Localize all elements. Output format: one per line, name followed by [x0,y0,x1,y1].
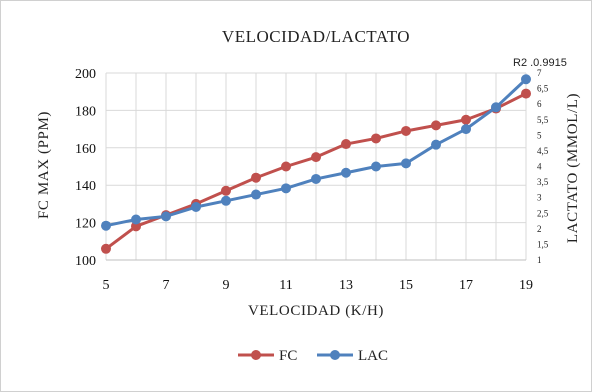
data-point-lac [521,74,531,85]
x-axis-ticks: 5 7 9 11 13 15 17 19 [103,278,534,293]
data-point-fc [251,172,261,183]
right-tick-label: 4,5 [537,146,549,156]
data-point-fc [221,185,231,196]
data-point-lac [101,220,111,231]
data-point-fc [281,161,291,172]
x-tick-label: 7 [163,278,170,293]
data-point-lac [401,158,411,169]
legend-lac-label: LAC [358,348,388,364]
right-tick-label: 7 [537,68,542,78]
right-tick-label: 6 [537,99,542,109]
right-tick-label: 3 [537,193,542,203]
left-tick-label: 160 [75,142,96,157]
series-fc [101,88,531,254]
data-point-lac [491,102,501,113]
right-tick-label: 1,5 [537,239,549,249]
data-point-fc [461,114,471,125]
data-point-fc [521,88,531,99]
legend-fc-marker [251,350,261,360]
legend-item-fc: FC [238,348,297,364]
right-tick-label: 5 [537,130,542,140]
data-point-fc [431,120,441,131]
r2-annotation: R2 .0.9915 [513,57,567,69]
data-point-lac [371,161,381,172]
right-axis-title: LACTATO (MMOL/L) [565,93,581,243]
left-axis-title: FC MAX (PPM) [36,111,52,219]
x-tick-label: 13 [339,278,353,293]
right-tick-label: 2,5 [537,208,549,218]
left-tick-label: 180 [75,104,96,119]
data-point-lac [131,214,141,225]
x-tick-label: 9 [223,278,230,293]
data-point-lac [461,124,471,135]
x-tick-label: 15 [399,278,413,293]
right-tick-label: 4 [537,162,542,172]
data-point-fc [131,221,141,232]
left-tick-label: 140 [75,179,96,194]
data-point-fc [101,243,111,254]
data-point-fc [311,152,321,163]
data-point-lac [341,167,351,178]
x-axis-title: VELOCIDAD (K/H) [248,303,384,319]
right-axis-ticks: 1 1,5 2 2,5 3 3,5 4 4,5 5 5,5 6 6,5 7 [537,68,549,265]
legend-fc-label: FC [279,348,297,364]
left-tick-label: 100 [75,254,96,269]
data-point-lac [311,173,321,184]
left-tick-label: 200 [75,67,96,82]
data-point-fc [371,133,381,144]
data-point-lac [431,139,441,150]
data-point-lac [221,195,231,206]
x-tick-label: 5 [103,278,110,293]
right-tick-label: 3,5 [537,177,549,187]
gridlines [105,72,527,261]
series-lac [101,74,531,231]
left-tick-label: 120 [75,217,96,232]
data-point-lac [161,211,171,222]
x-tick-label: 19 [519,278,533,293]
legend-lac-marker [330,350,340,360]
data-point-fc [341,139,351,150]
right-tick-label: 5,5 [537,115,549,125]
left-axis-ticks: 100 120 140 160 180 200 [75,67,96,269]
right-tick-label: 6,5 [537,84,549,94]
x-tick-label: 11 [279,278,292,293]
right-tick-label: 2 [537,224,542,234]
series-layer [101,74,531,254]
data-point-lac [281,183,291,194]
legend: FC LAC [238,348,388,364]
right-tick-label: 1 [537,255,542,265]
chart-title: VELOCIDAD/LACTATO [222,27,410,46]
data-point-lac [191,202,201,213]
legend-item-lac: LAC [317,348,388,364]
data-point-fc [401,125,411,136]
data-point-lac [251,189,261,200]
x-tick-label: 17 [459,278,473,293]
